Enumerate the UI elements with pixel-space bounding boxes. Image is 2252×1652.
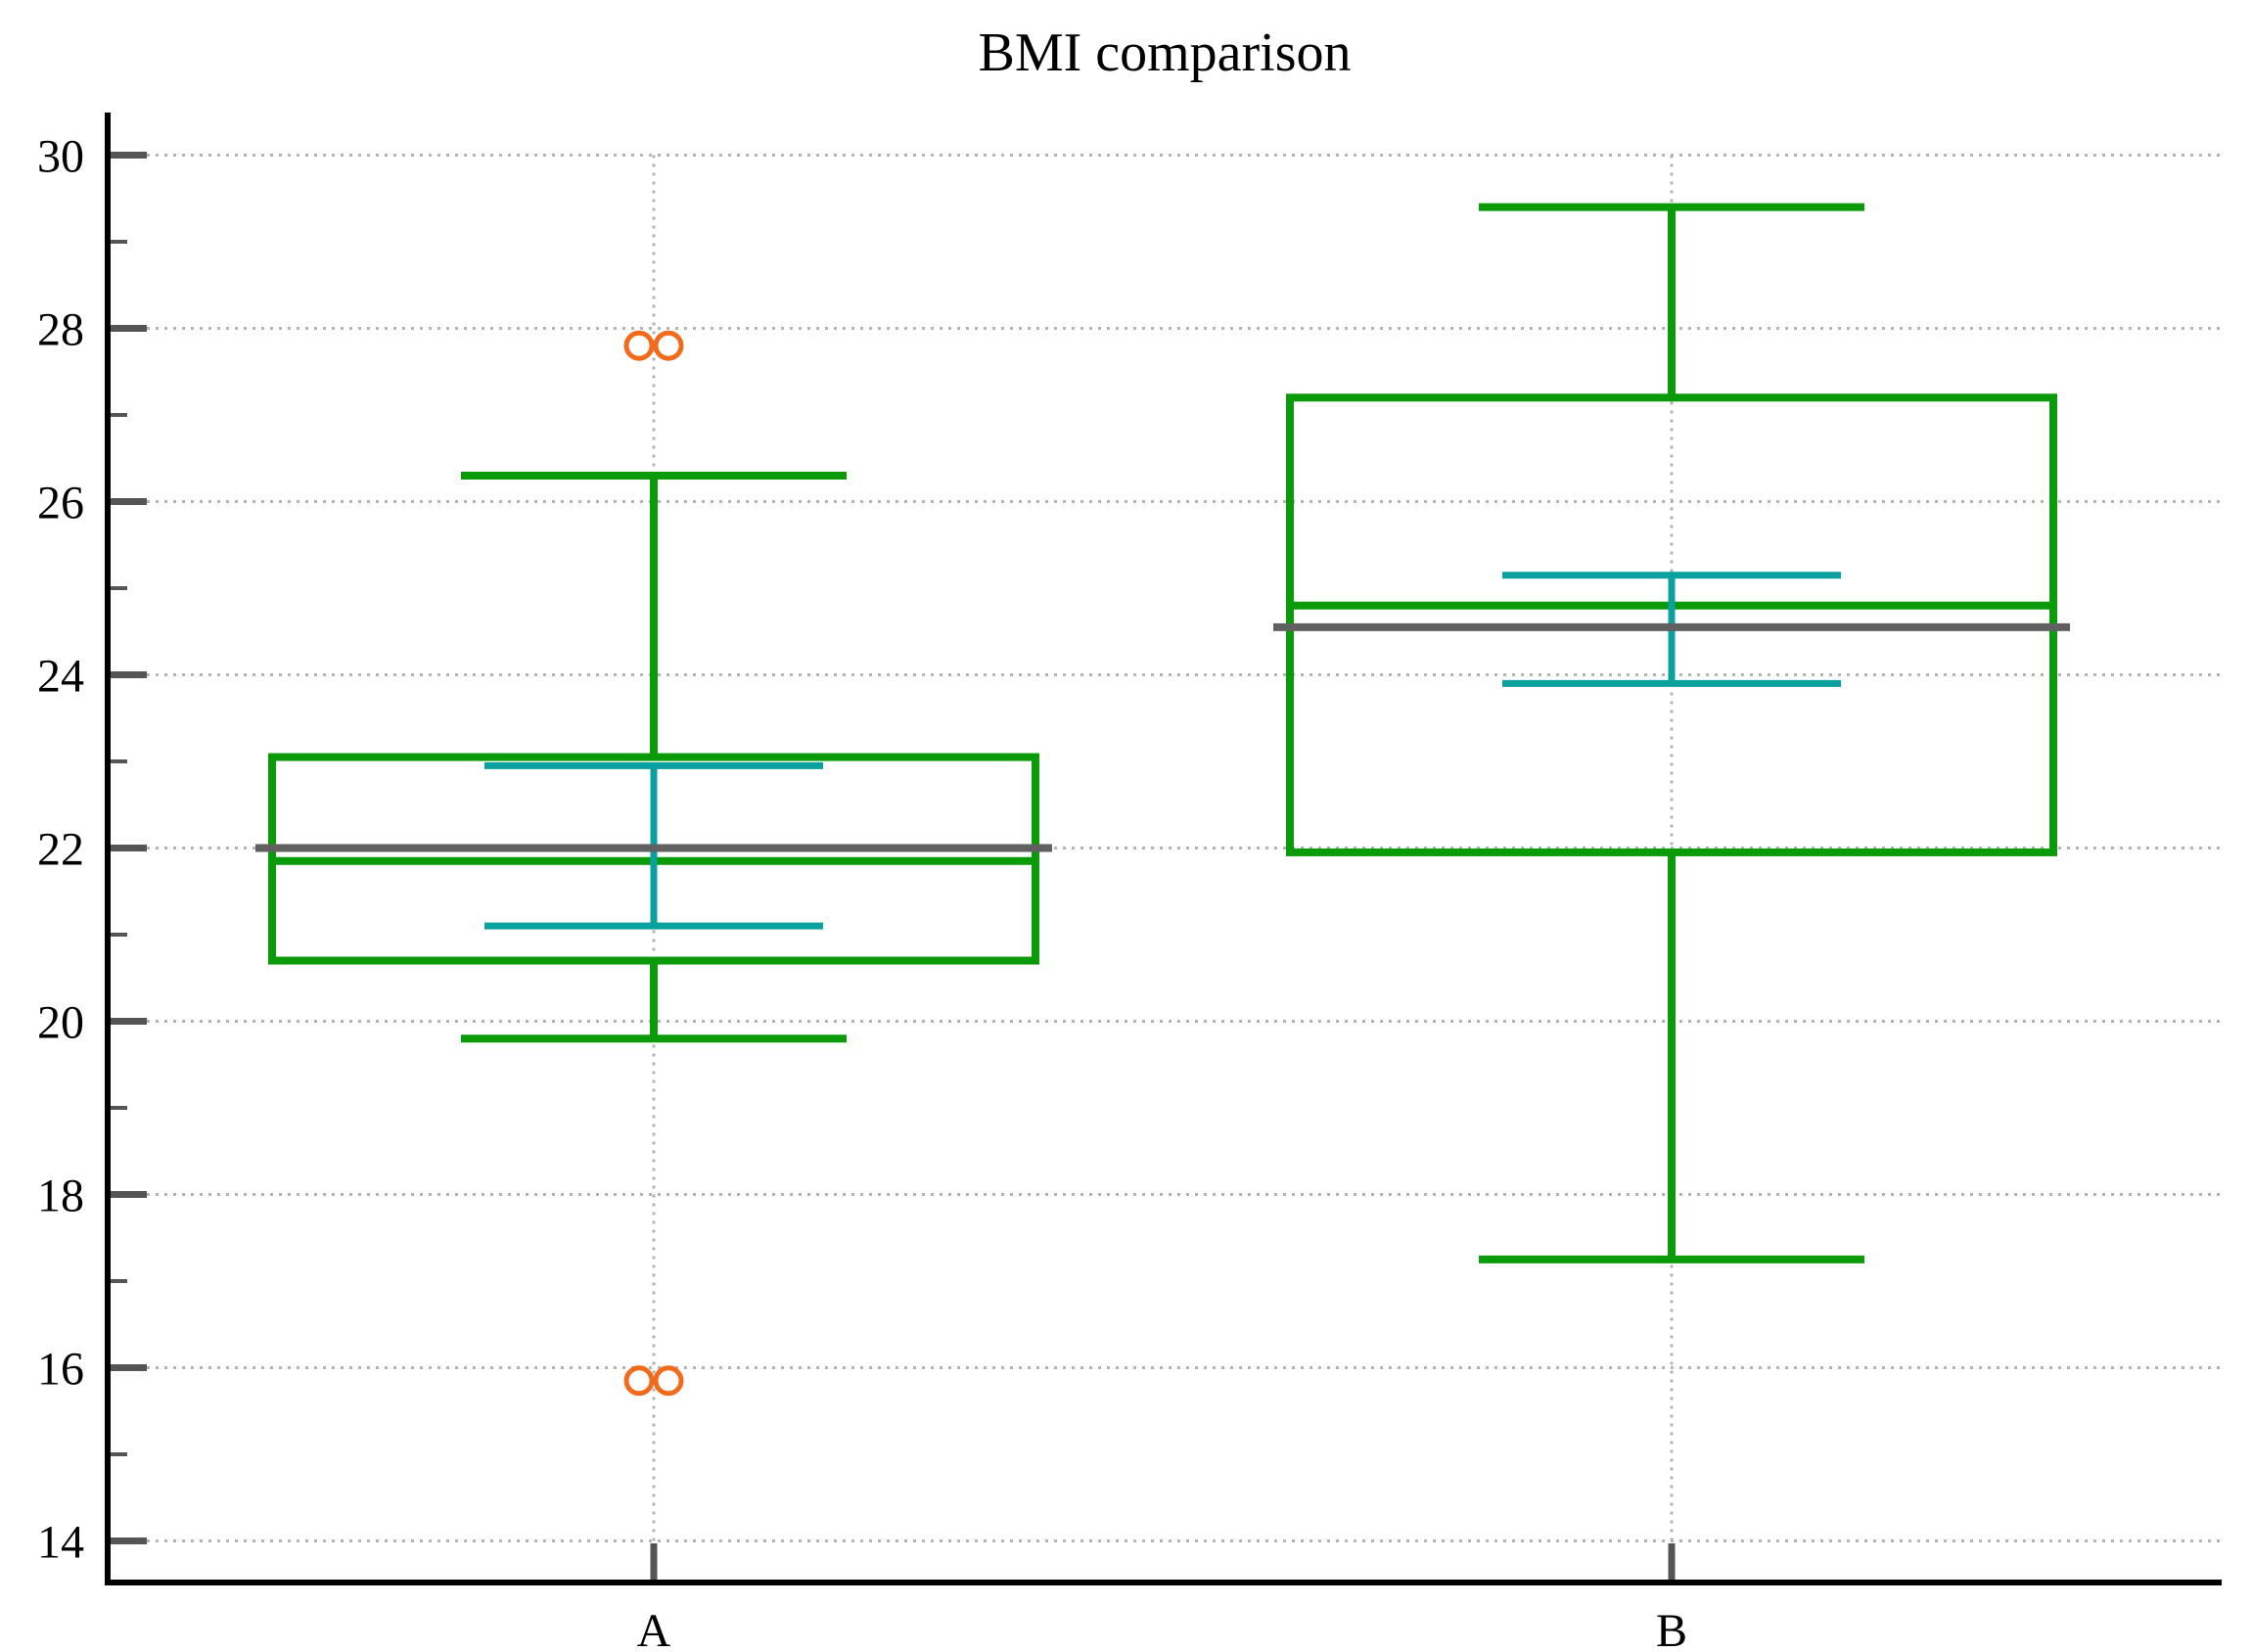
y-tick-label: 18 [37,1170,84,1222]
box-group-B [1273,203,2070,1263]
y-tick-label: 14 [37,1517,84,1569]
y-tick-label: 16 [37,1344,84,1396]
x-tick-label: A [637,1605,671,1652]
y-tick-label: 24 [37,651,84,703]
y-tick-label: 26 [37,478,84,529]
y-tick-label: 28 [37,304,84,356]
outlier-point [653,1365,684,1397]
y-tick-label: 20 [37,997,84,1049]
chart-title: BMI comparison [978,23,1351,83]
outlier-point [623,330,655,361]
boxes [255,203,2070,1397]
axes: 14 16 18 20 22 24 26 28 30 A B [37,113,2222,1652]
outlier-point [653,330,684,361]
outlier-point [623,1365,655,1397]
y-tick-label: 30 [37,131,84,183]
box-group-A [255,330,1052,1397]
x-tick-label: B [1656,1605,1687,1652]
y-tick-label: 22 [37,824,84,876]
